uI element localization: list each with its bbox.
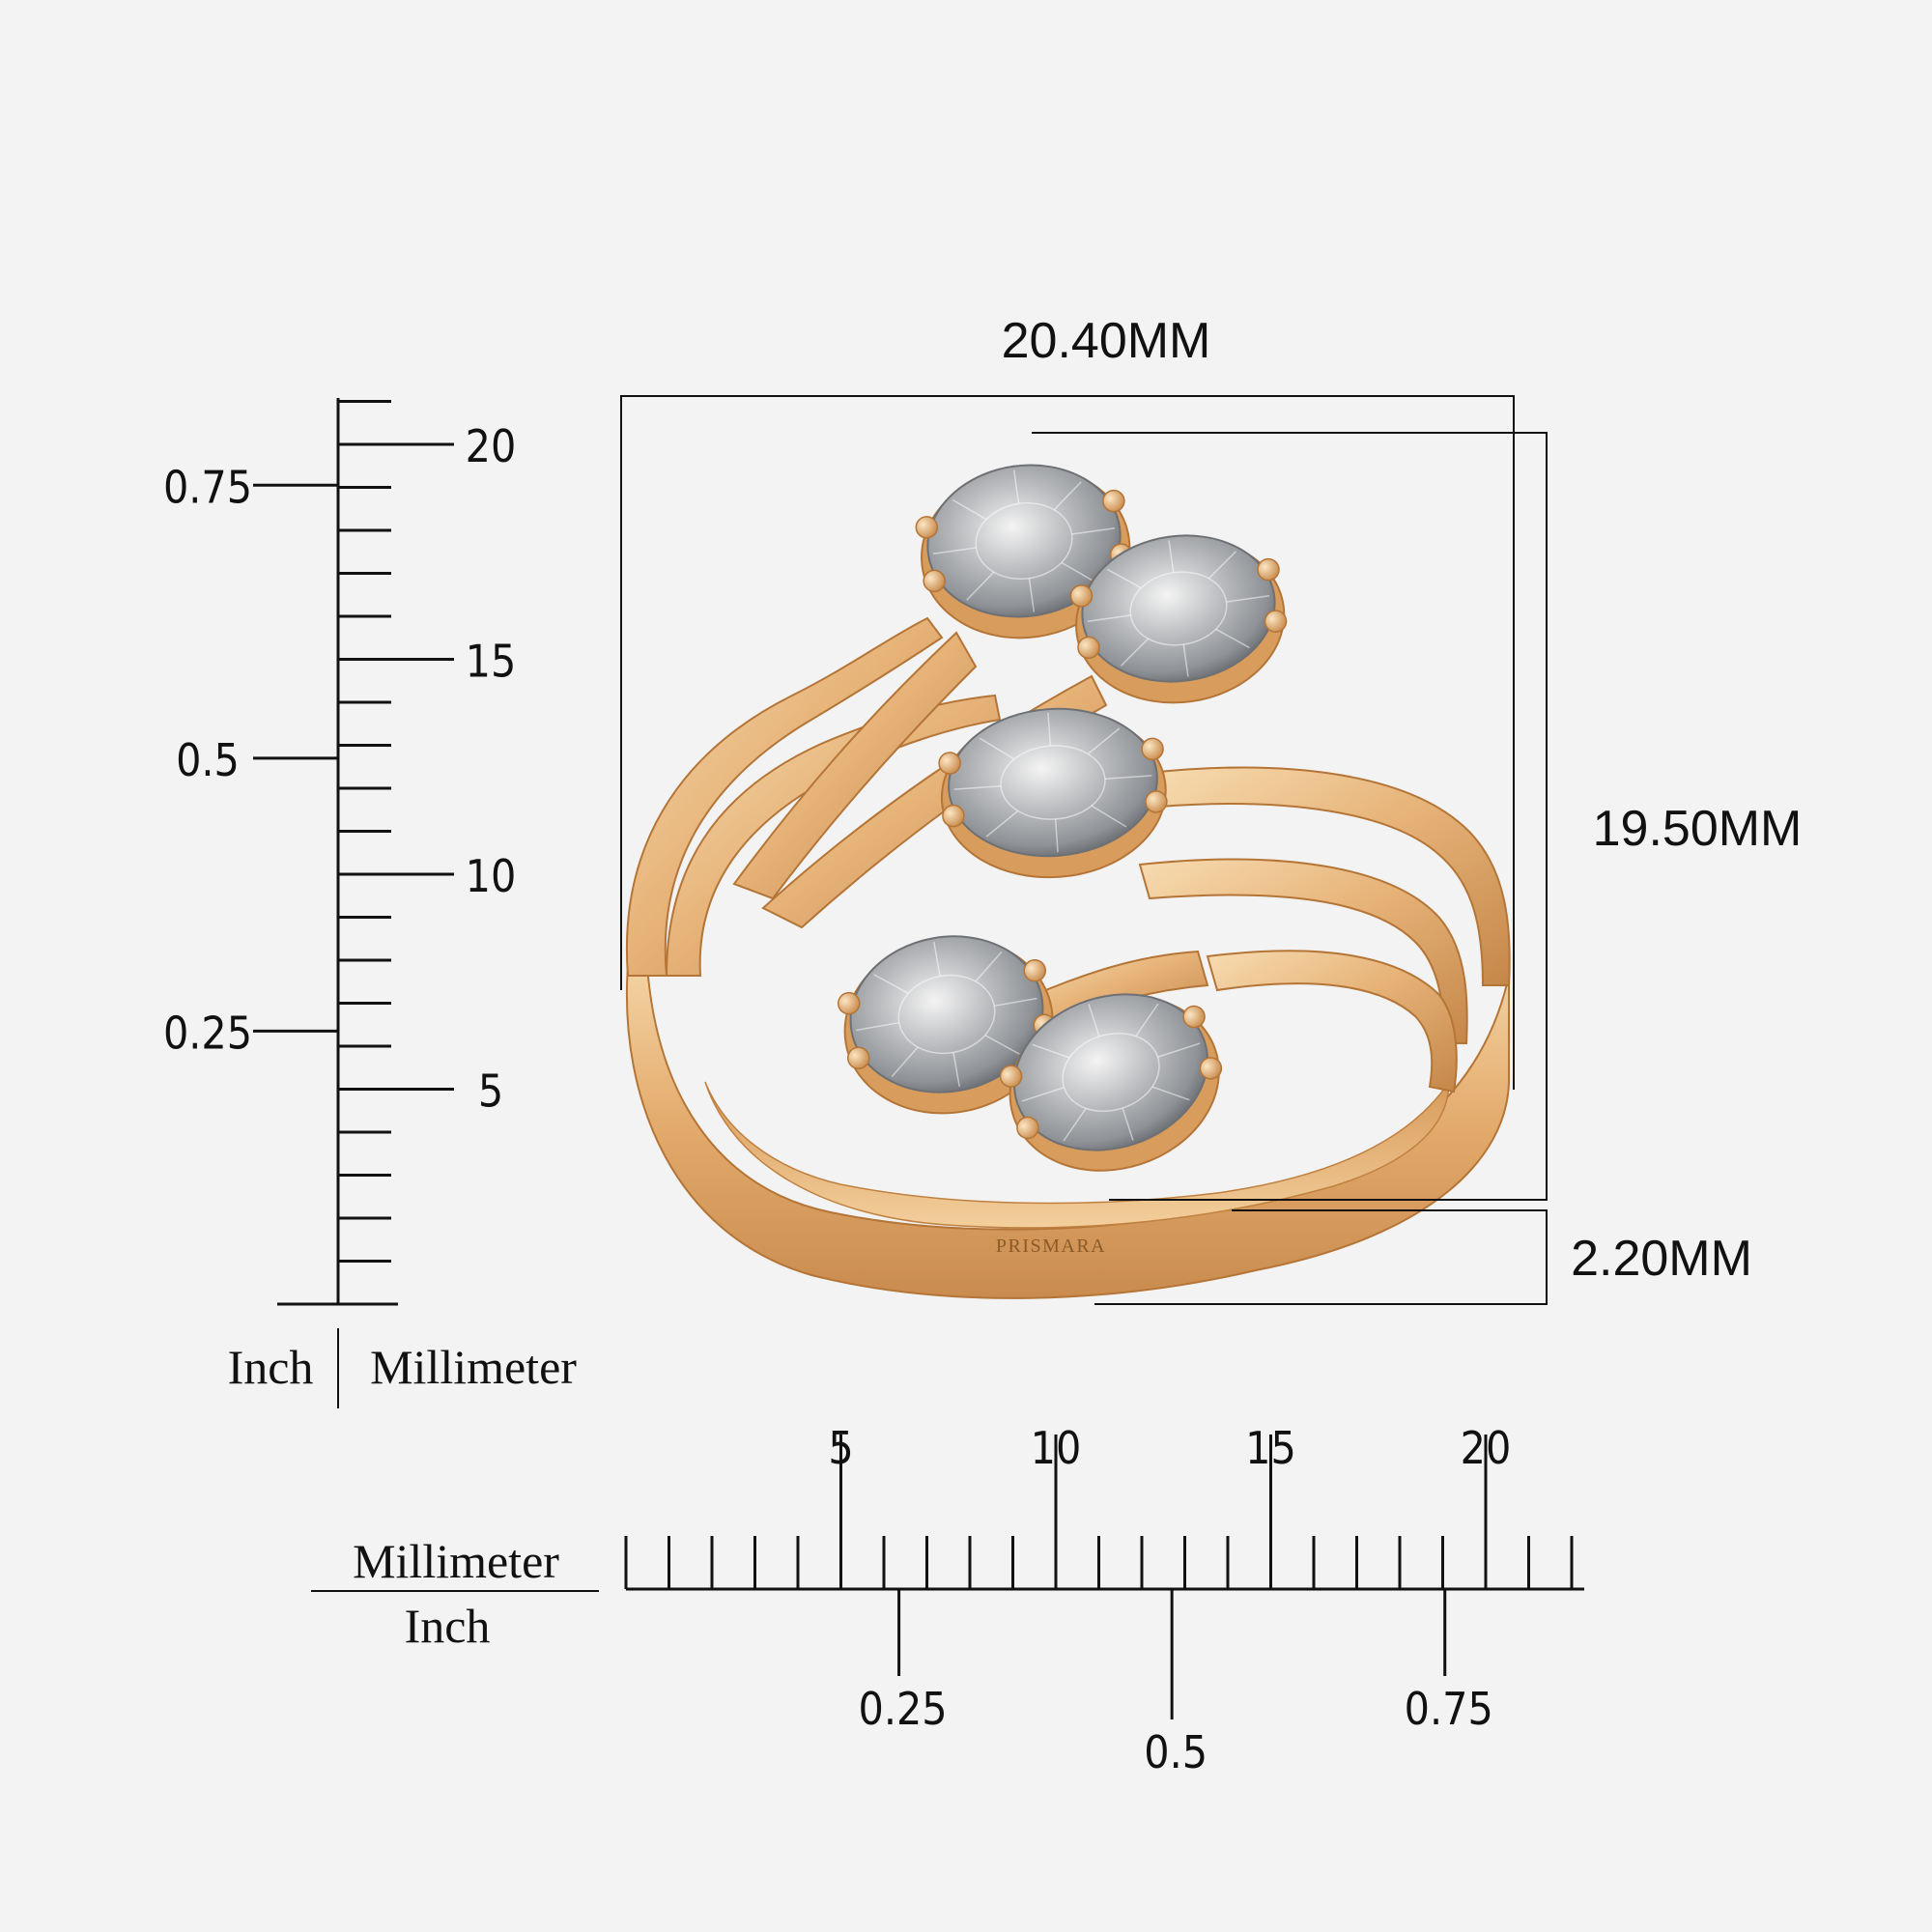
stone-1-prong — [1102, 489, 1125, 513]
stone-5-gem — [1013, 993, 1208, 1151]
stone-3-facets — [953, 712, 1152, 853]
horizontal-inch-label: 0.75 — [1405, 1683, 1493, 1735]
horizontal-inch-label: 0.25 — [859, 1683, 948, 1735]
stone-1-prong — [915, 516, 939, 539]
ring-engraving: PRISMARA — [996, 1236, 1106, 1257]
height-bracket — [1032, 432, 1548, 1201]
stone-3-prong — [942, 804, 965, 828]
stone-5-prong — [999, 1065, 1023, 1088]
ring-image: PRISMARA — [626, 464, 1511, 1299]
ring-strand-left-1 — [626, 616, 944, 977]
stone-2-gem — [1081, 534, 1276, 683]
stone-5-prong — [1016, 1116, 1039, 1140]
stone-5 — [999, 993, 1223, 1172]
horizontal-mm-label: 20 — [1461, 1422, 1512, 1474]
ring-strand-right-2 — [1138, 858, 1468, 1044]
horizontal-scale — [624, 1435, 1584, 1719]
ring-band — [626, 965, 1510, 1299]
stone-3-prong — [938, 752, 961, 775]
vertical-mm-label: 10 — [466, 850, 517, 902]
stone-1-facets — [932, 469, 1116, 612]
vertical-mm-label: 20 — [466, 420, 517, 472]
stone-2 — [1069, 534, 1288, 704]
horizontal-scale-unit-inch: Inch — [405, 1599, 491, 1653]
vertical-scale — [253, 398, 454, 1306]
vertical-scale-unit-inch: Inch — [228, 1340, 314, 1394]
horizontal-mm-label: 15 — [1245, 1422, 1296, 1474]
stone-3-prong — [1141, 737, 1164, 761]
ring-strand-right-1 — [1148, 766, 1511, 986]
stone-2-prong — [1257, 557, 1280, 582]
vertical-inch-label: 0.25 — [163, 1007, 252, 1059]
stone-2-prong — [1069, 584, 1094, 608]
ring-arm-1 — [732, 631, 978, 900]
horizontal-scale-labels: 5 10 15 20 0.25 0.5 0.75 — [828, 1422, 1511, 1778]
stone-1-gem — [926, 464, 1122, 618]
band-bracket — [1094, 1209, 1548, 1305]
horizontal-mm-label: 10 — [1031, 1422, 1082, 1474]
band-dimension-label: 2.20MM — [1571, 1231, 1752, 1287]
stone-4-prong — [1023, 958, 1047, 982]
stone-3 — [938, 707, 1168, 879]
stone-4-prong — [846, 1046, 870, 1070]
stone-4-prong — [838, 991, 861, 1015]
dimension-lines — [620, 395, 1548, 1305]
stone-2-prong — [1077, 636, 1100, 660]
stone-4 — [838, 935, 1056, 1115]
width-dimension-label: 20.40MM — [1002, 313, 1211, 369]
vertical-inch-label: 0.75 — [163, 461, 252, 513]
width-bracket — [620, 395, 1515, 1090]
stone-5-prong — [1199, 1057, 1223, 1080]
stone-3-prong — [1145, 790, 1168, 813]
height-dimension-label: 19.50MM — [1593, 801, 1803, 857]
horizontal-mm-label: 5 — [828, 1422, 853, 1474]
ring-strand-right-3 — [1206, 950, 1458, 1094]
vertical-mm-label: 15 — [466, 636, 517, 688]
vertical-inch-label: 0.5 — [176, 734, 240, 786]
stone-2-facets — [1087, 540, 1270, 677]
horizontal-scale-unit-millimeter: Millimeter — [353, 1534, 559, 1588]
vertical-scale-unit-millimeter: Millimeter — [370, 1340, 577, 1394]
stone-2-prong — [1264, 610, 1288, 633]
ring-strand-left-2 — [665, 694, 1002, 977]
stone-5-prong — [1182, 1005, 1206, 1029]
stone-4-facets — [856, 942, 1037, 1087]
vertical-scale-labels: 5 10 15 20 0.25 0.5 0.75 — [163, 420, 516, 1118]
stone-1-prong — [923, 569, 946, 593]
vertical-mm-label: 5 — [478, 1065, 503, 1118]
stone-5-facets — [1021, 1003, 1201, 1142]
stone-3-gem — [948, 707, 1158, 858]
horizontal-inch-label: 0.5 — [1144, 1726, 1208, 1778]
stone-4-gem — [849, 935, 1044, 1094]
